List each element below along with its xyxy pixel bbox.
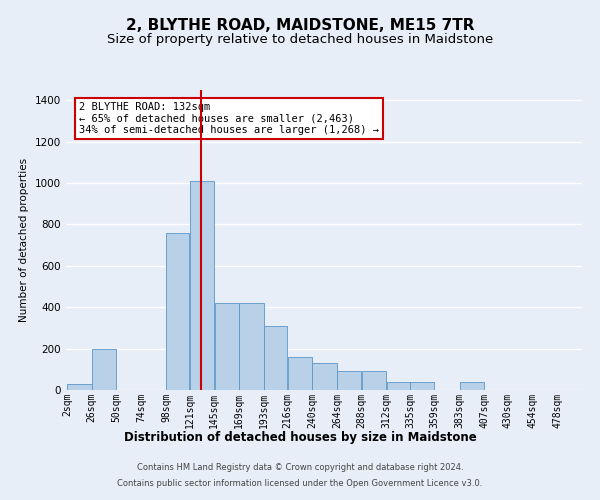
Bar <box>264 326 287 390</box>
Y-axis label: Number of detached properties: Number of detached properties <box>19 158 29 322</box>
Bar <box>362 372 386 390</box>
Bar <box>410 382 434 390</box>
Text: Contains HM Land Registry data © Crown copyright and database right 2024.: Contains HM Land Registry data © Crown c… <box>137 464 463 472</box>
Bar <box>239 303 263 390</box>
Bar <box>313 363 337 390</box>
Bar <box>386 382 410 390</box>
Text: Distribution of detached houses by size in Maidstone: Distribution of detached houses by size … <box>124 431 476 444</box>
Text: 2 BLYTHE ROAD: 132sqm
← 65% of detached houses are smaller (2,463)
34% of semi-d: 2 BLYTHE ROAD: 132sqm ← 65% of detached … <box>79 102 379 135</box>
Bar <box>287 357 312 390</box>
Text: Contains public sector information licensed under the Open Government Licence v3: Contains public sector information licen… <box>118 478 482 488</box>
Bar <box>67 384 92 390</box>
Bar <box>190 181 214 390</box>
Bar <box>460 382 484 390</box>
Bar <box>337 372 361 390</box>
Text: 2, BLYTHE ROAD, MAIDSTONE, ME15 7TR: 2, BLYTHE ROAD, MAIDSTONE, ME15 7TR <box>126 18 474 32</box>
Bar <box>215 303 239 390</box>
Bar <box>166 233 190 390</box>
Bar <box>92 348 116 390</box>
Text: Size of property relative to detached houses in Maidstone: Size of property relative to detached ho… <box>107 32 493 46</box>
